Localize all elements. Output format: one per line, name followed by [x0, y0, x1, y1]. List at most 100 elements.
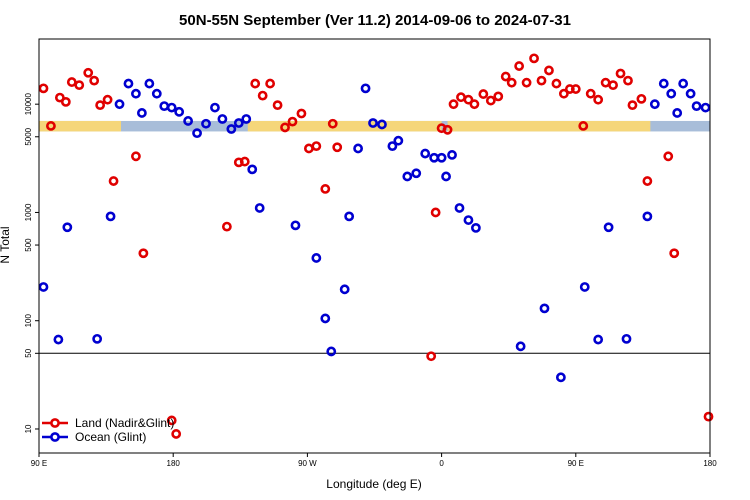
ocean-point-2 [62, 222, 73, 233]
land-point-13 [166, 415, 177, 426]
x-axis-label: Longitude (deg E) [326, 477, 421, 491]
x-tick-label-4: 90 E [568, 459, 584, 468]
y-tick-label-2: 100 [24, 313, 33, 327]
land-point-35 [456, 92, 466, 103]
ocean-point-23 [254, 203, 265, 213]
land-point-38 [478, 89, 489, 99]
ocean-point-6 [123, 78, 134, 89]
land-point-48 [551, 78, 562, 89]
land-point-29 [332, 142, 343, 153]
ocean-point-35 [393, 135, 404, 146]
ocean-point-22 [247, 164, 258, 175]
land-point-55 [600, 77, 611, 88]
x-tick-label-5: 180 [703, 459, 717, 468]
ocean-point-48 [555, 372, 566, 383]
ocean-point-8 [136, 108, 147, 118]
ocean-point-54 [649, 99, 660, 110]
ocean-point-7 [131, 88, 141, 99]
land-point-3 [60, 96, 71, 107]
land-point-62 [663, 151, 674, 162]
ocean-point-12 [166, 102, 177, 113]
land-point-5 [74, 80, 85, 91]
land-point-24 [296, 108, 307, 119]
ocean-point-10 [151, 88, 162, 99]
land-point-19 [257, 90, 268, 101]
y-axis: 10 50 100 500 1000 5000 10000 [24, 93, 39, 433]
land-point-34 [448, 99, 459, 110]
ocean-point-50 [593, 334, 604, 345]
ocean-point-49 [579, 282, 590, 292]
land-point-41 [500, 71, 511, 82]
land-point-39 [485, 95, 496, 106]
land-point-0 [38, 83, 49, 94]
land-point-12 [138, 248, 149, 259]
ocean-point-18 [217, 114, 228, 124]
ocean-point-39 [429, 152, 440, 163]
x-tick-label-0: 90 E [31, 459, 47, 468]
land-point-22 [280, 122, 290, 133]
ocean-point-9 [144, 78, 155, 89]
y-tick-label-4: 1000 [24, 203, 33, 221]
ocean-point-28 [339, 284, 350, 295]
land-point-61 [642, 176, 653, 186]
land-segment-0 [39, 120, 122, 132]
ocean-point-1 [53, 334, 64, 345]
land-point-37 [469, 99, 480, 110]
land-segment-1 [247, 120, 442, 132]
land-point-63 [669, 248, 680, 259]
chart-title: 50N-55N September (Ver 11.2) 2014-09-06 … [179, 12, 571, 29]
land-point-42 [506, 77, 517, 88]
ocean-point-4 [105, 211, 116, 222]
land-point-25 [303, 143, 314, 154]
land-point-8 [95, 100, 106, 111]
ocean-point-33 [377, 119, 387, 130]
ocean-point-40 [436, 152, 447, 163]
land-point-9 [102, 94, 113, 105]
data-points [38, 53, 714, 439]
land-point-6 [83, 67, 94, 78]
land-point-56 [608, 80, 618, 91]
ocean-point-59 [685, 88, 696, 99]
ocean-point-11 [159, 101, 170, 112]
land-point-47 [544, 65, 554, 76]
ocean-point-44 [463, 215, 474, 225]
legend-marker-0 [50, 418, 60, 428]
land-point-44 [521, 77, 532, 88]
ocean-point-0 [38, 282, 49, 292]
y-tick-label-3: 500 [24, 238, 33, 252]
land-point-31 [430, 207, 441, 218]
ocean-point-61 [700, 102, 711, 113]
ocean-point-20 [233, 118, 244, 128]
x-tick-label-3: 0 [439, 459, 444, 468]
land-point-36 [463, 94, 474, 105]
ocean-point-42 [447, 150, 457, 160]
ocean-point-24 [290, 220, 301, 231]
land-point-7 [89, 75, 100, 86]
ocean-point-15 [192, 128, 202, 139]
land-point-10 [108, 176, 119, 186]
land-point-53 [585, 88, 596, 99]
land-point-58 [623, 75, 633, 86]
legend-label-1: Ocean (Glint) [75, 430, 146, 444]
land-point-28 [327, 118, 338, 129]
ocean-point-41 [441, 171, 451, 182]
land-point-46 [536, 75, 547, 86]
ocean-point-32 [368, 118, 378, 128]
land-point-49 [558, 88, 569, 99]
y-axis-label: N Total [0, 226, 12, 263]
land-point-23 [287, 116, 298, 127]
ocean-point-3 [92, 333, 103, 344]
y-tick-label-0: 10 [24, 424, 33, 433]
land-point-60 [636, 93, 647, 104]
land-point-54 [593, 94, 604, 105]
land-point-57 [615, 68, 626, 79]
ocean-point-16 [201, 118, 211, 129]
land-point-14 [171, 429, 182, 439]
land-segment-2 [447, 120, 651, 132]
ocean-point-43 [454, 203, 465, 213]
ocean-point-52 [621, 333, 632, 344]
ocean-point-47 [539, 303, 550, 314]
ocean-point-14 [183, 116, 194, 126]
y-tick-label-1: 50 [24, 348, 33, 357]
